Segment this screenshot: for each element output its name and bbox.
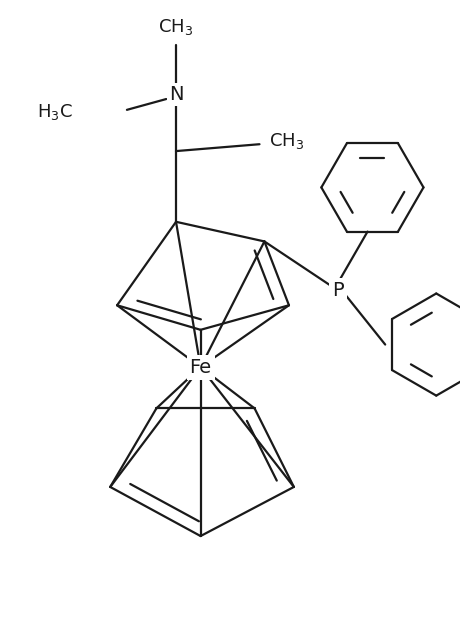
Text: H$_3$C: H$_3$C: [37, 102, 73, 122]
Text: N: N: [169, 84, 183, 104]
Text: P: P: [332, 281, 343, 300]
Text: Fe: Fe: [189, 358, 211, 376]
Text: CH$_3$: CH$_3$: [158, 17, 193, 37]
Text: CH$_3$: CH$_3$: [269, 131, 304, 151]
